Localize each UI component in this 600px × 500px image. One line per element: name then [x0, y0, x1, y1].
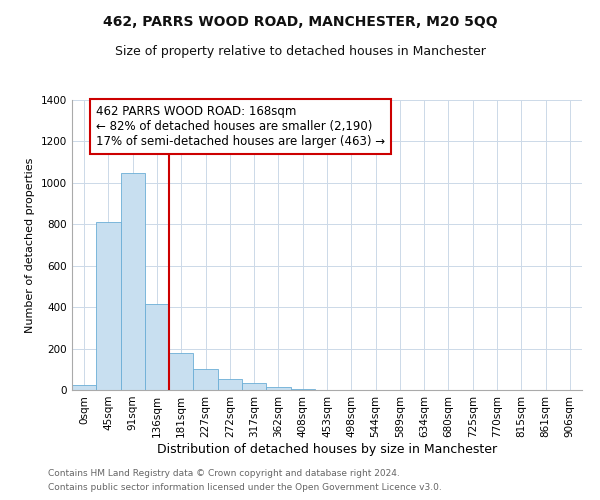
- Bar: [266, 387, 290, 390]
- X-axis label: Distribution of detached houses by size in Manchester: Distribution of detached houses by size …: [157, 442, 497, 456]
- Bar: [218, 378, 242, 390]
- Bar: [290, 389, 315, 390]
- Bar: [96, 222, 121, 390]
- Text: 462 PARRS WOOD ROAD: 168sqm
← 82% of detached houses are smaller (2,190)
17% of : 462 PARRS WOOD ROAD: 168sqm ← 82% of det…: [96, 105, 385, 148]
- Text: Contains HM Land Registry data © Crown copyright and database right 2024.: Contains HM Land Registry data © Crown c…: [48, 468, 400, 477]
- Y-axis label: Number of detached properties: Number of detached properties: [25, 158, 35, 332]
- Bar: [193, 370, 218, 390]
- Bar: [242, 383, 266, 390]
- Text: Size of property relative to detached houses in Manchester: Size of property relative to detached ho…: [115, 45, 485, 58]
- Bar: [121, 172, 145, 390]
- Text: 462, PARRS WOOD ROAD, MANCHESTER, M20 5QQ: 462, PARRS WOOD ROAD, MANCHESTER, M20 5Q…: [103, 15, 497, 29]
- Text: Contains public sector information licensed under the Open Government Licence v3: Contains public sector information licen…: [48, 484, 442, 492]
- Bar: [72, 385, 96, 390]
- Bar: [169, 352, 193, 390]
- Bar: [145, 304, 169, 390]
